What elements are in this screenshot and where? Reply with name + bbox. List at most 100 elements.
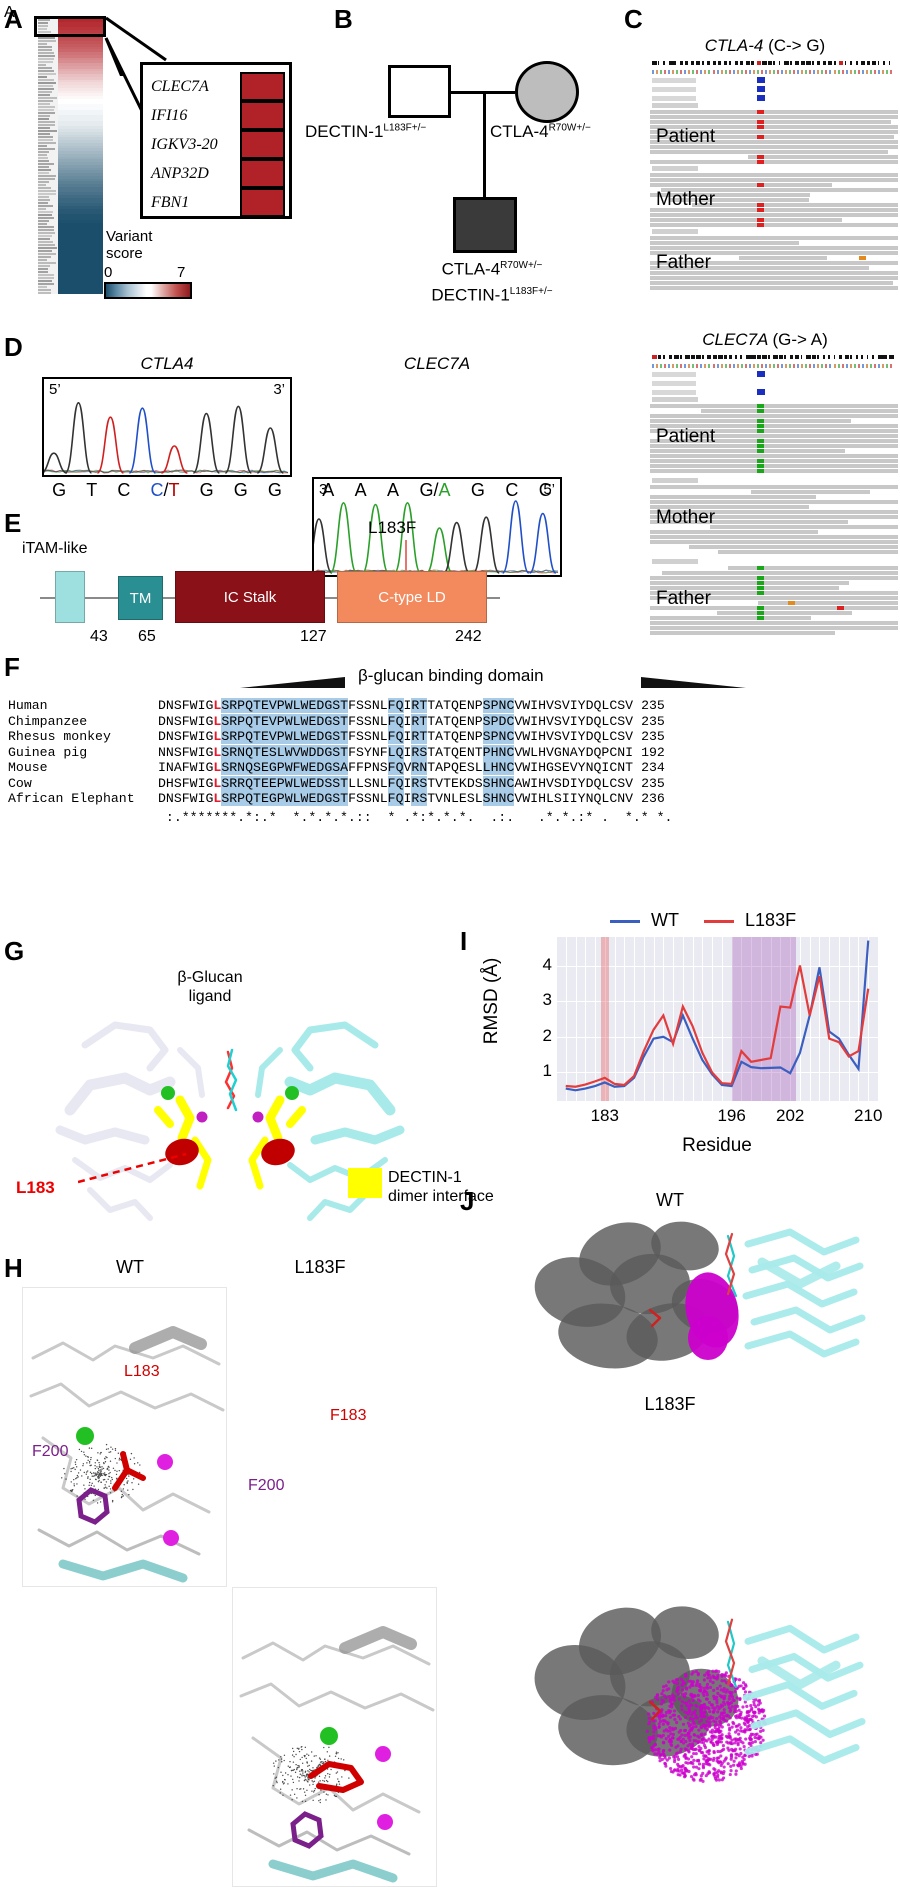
vdw-dot — [280, 1756, 281, 1757]
ensemble-dot — [737, 1738, 740, 1741]
gene-label-tick — [38, 277, 54, 279]
vdw-dot — [73, 1479, 74, 1480]
vdw-dot — [99, 1464, 100, 1465]
igv-sample-track[interactable]: Mother — [650, 478, 898, 559]
vdw-dot — [98, 1468, 99, 1469]
vdw-dot — [108, 1476, 109, 1477]
vdw-dot — [105, 1475, 106, 1476]
gene-label-tick — [38, 211, 53, 213]
coverage-bar — [724, 355, 727, 359]
vdw-dot — [326, 1793, 327, 1794]
vdw-dot — [87, 1478, 88, 1479]
gene-label-tick — [38, 139, 53, 141]
gene-label-tick — [38, 217, 54, 219]
igv-read — [718, 550, 898, 554]
ensemble-dot — [664, 1696, 667, 1699]
igv-sample-track[interactable]: Patient — [650, 397, 898, 478]
igv-track-clec7a[interactable]: Patient Mother Father — [650, 352, 898, 642]
ruler-tick — [753, 364, 755, 368]
ruler-tick — [660, 70, 662, 74]
ensemble-dot — [693, 1712, 696, 1715]
vdw-dot — [281, 1761, 282, 1762]
ruler-tick — [886, 70, 888, 74]
ensemble-dot — [700, 1751, 703, 1754]
igv-track-ctla4[interactable]: Patient Mother Father — [650, 58, 898, 292]
ruler-tick — [761, 70, 763, 74]
vdw-dot — [302, 1763, 303, 1764]
ruler-tick — [696, 70, 698, 74]
vdw-dot — [325, 1761, 326, 1762]
igv-sample-track[interactable]: Mother — [650, 166, 898, 229]
coverage-bar — [889, 61, 891, 65]
igv-sample-track[interactable]: Patient — [650, 103, 898, 166]
igv-sample-header — [652, 166, 698, 171]
ensemble-dot — [669, 1742, 672, 1745]
structure-render — [23, 1288, 227, 1587]
igv-sample-track[interactable]: Father — [650, 229, 898, 292]
ensemble-dot — [737, 1733, 740, 1736]
ensemble-dot — [720, 1695, 723, 1698]
gene-label-tick — [38, 37, 55, 39]
alignment-species: Human — [8, 698, 158, 714]
pedigree-child-symbol — [453, 197, 517, 253]
coverage-bar — [773, 355, 778, 359]
coverage-bar — [817, 355, 819, 359]
coverage-bar — [834, 355, 836, 359]
gene-label-tick — [38, 73, 56, 75]
gene-label-tick — [38, 223, 47, 225]
igv-sample-track[interactable]: Father — [650, 559, 898, 640]
ensemble-dot — [736, 1696, 739, 1699]
igv-row-label — [652, 381, 696, 386]
vdw-dot — [98, 1481, 99, 1482]
vdw-dot — [298, 1748, 299, 1749]
ruler-tick — [692, 364, 694, 368]
ensemble-dot — [748, 1737, 751, 1740]
vdw-dot — [103, 1462, 104, 1463]
chart-legend: WT L183F — [610, 910, 796, 931]
coverage-bar — [691, 355, 696, 359]
ensemble-dot — [734, 1748, 737, 1751]
vdw-dot — [308, 1755, 309, 1756]
vdw-dot — [301, 1769, 302, 1770]
ensemble-dot — [731, 1726, 734, 1729]
igv-read — [650, 469, 898, 473]
vdw-dot — [325, 1799, 326, 1800]
ruler-tick — [729, 70, 731, 74]
ensemble-dot — [695, 1759, 698, 1762]
ensemble-dot — [681, 1764, 684, 1767]
gene-label-tick — [38, 259, 47, 261]
ribbon-segment — [748, 1628, 856, 1650]
ruler-tick — [721, 364, 723, 368]
igv-variant-base — [757, 606, 764, 610]
ribbon-segment — [63, 1564, 183, 1578]
chart-ytick: 1 — [543, 1061, 552, 1081]
vdw-dot — [133, 1478, 134, 1479]
coverage-bar — [669, 355, 672, 359]
father-genotype: L183F+/− — [383, 122, 426, 133]
vdw-dot — [291, 1789, 292, 1790]
ensemble-dot — [761, 1739, 764, 1742]
ensemble-dot — [706, 1676, 709, 1679]
ensemble-dot — [671, 1727, 674, 1730]
ensemble-dot — [680, 1704, 683, 1707]
ruler-tick — [676, 364, 678, 368]
ensemble-dot — [683, 1710, 686, 1713]
ensemble-dot — [717, 1760, 720, 1763]
ensemble-dot — [750, 1719, 753, 1722]
ensemble-dot — [713, 1709, 716, 1712]
igv-ruler — [650, 362, 898, 370]
l183f-residue-label: F183 — [330, 1407, 366, 1425]
chart-xtick: 196 — [712, 1106, 752, 1126]
vdw-dot — [90, 1457, 91, 1458]
ensemble-dot — [695, 1670, 698, 1673]
vdw-dot — [335, 1756, 336, 1757]
coverage-bar — [729, 61, 731, 65]
alignment-row: Chimpanzee DNSFWIGLSRPQTEVPWLWEDGSTFSSNLF… — [8, 714, 665, 730]
vdw-dot — [282, 1794, 283, 1795]
ensemble-dot — [759, 1741, 762, 1744]
ensemble-dot — [712, 1750, 715, 1753]
child-genotype2: L183F+/− — [510, 286, 553, 297]
ruler-tick — [680, 364, 682, 368]
l183f-residue-structure — [232, 1587, 437, 1887]
ensemble-dot — [668, 1749, 671, 1752]
